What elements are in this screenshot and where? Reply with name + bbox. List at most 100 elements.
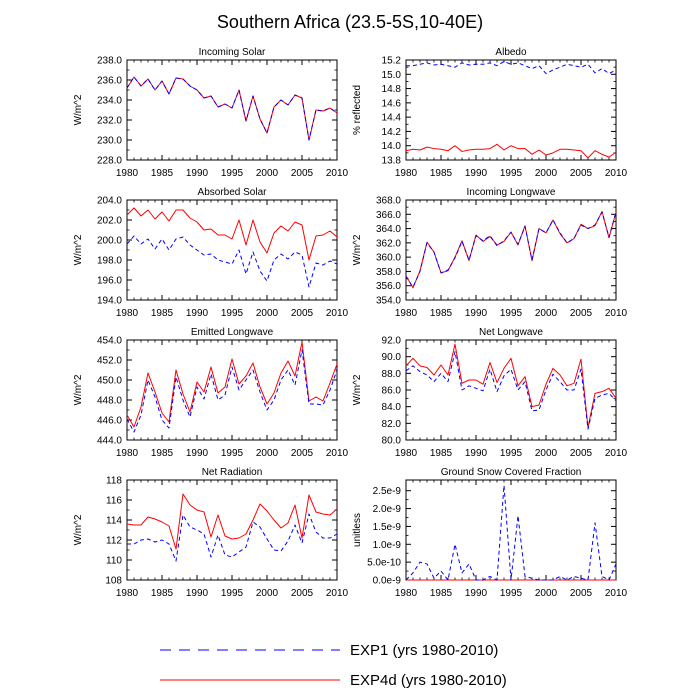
y-tick-label: 13.8	[382, 156, 402, 167]
x-tick-label: 2000	[256, 308, 279, 319]
panel-title: Net Longwave	[479, 327, 543, 338]
series-line-exp1	[405, 351, 617, 430]
y-tick-label: 86.0	[382, 386, 402, 397]
x-tick-label: 2000	[535, 308, 558, 319]
x-tick-label: 2005	[570, 308, 593, 319]
plot-frame	[405, 59, 617, 161]
x-tick-label: 1990	[465, 588, 488, 599]
panel-title: Absorbed Solar	[198, 187, 268, 198]
x-tick-label: 1995	[500, 448, 523, 459]
y-tick-label: 362.0	[376, 238, 401, 249]
x-tick-label: 2000	[535, 168, 558, 179]
y-tick-label: 236.0	[97, 76, 122, 87]
series-line-exp4d	[126, 493, 338, 550]
y-tick-label: 230.0	[97, 136, 122, 147]
series-line-exp4d	[405, 343, 617, 428]
y-tick-label: 196.0	[97, 276, 122, 287]
plot-frame	[405, 199, 617, 301]
panel-5: Net Longwave 1980 1985 1990 1995 2000 2005 2010…	[352, 327, 628, 459]
y-tick-label: 194.0	[97, 296, 122, 307]
panel-title: Incoming Longwave	[467, 187, 556, 198]
x-tick-label: 1985	[430, 168, 453, 179]
x-tick-label: 2010	[326, 308, 349, 319]
y-tick-label: 368.0	[376, 196, 401, 207]
x-tick-label: 1985	[151, 448, 174, 459]
y-tick-label: 112	[106, 536, 122, 547]
y-tick-label: 108	[105, 576, 122, 587]
series-line-exp1	[406, 60, 617, 75]
y-axis-label: W/m^2	[73, 374, 84, 405]
x-tick-label: 2005	[291, 168, 314, 179]
x-tick-label: 1980	[116, 588, 139, 599]
x-tick-label: 1980	[395, 448, 418, 459]
y-axis-label: % reflected	[352, 85, 363, 135]
y-tick-label: 88.0	[382, 369, 402, 380]
x-tick-label: 2000	[256, 448, 279, 459]
panel-7: Ground Snow Covered Fraction 1980 1985 1990…	[352, 467, 628, 599]
y-tick-label: 360.0	[376, 253, 401, 264]
y-tick-label: 82.0	[382, 419, 402, 430]
series-line-exp4d	[405, 143, 617, 159]
series-line-exp1	[126, 76, 338, 141]
x-tick-label: 1995	[221, 448, 244, 459]
y-tick-label: 446.0	[97, 416, 122, 427]
x-tick-label: 1990	[186, 308, 209, 319]
x-tick-label: 1995	[221, 168, 244, 179]
y-tick-label: 448.0	[97, 396, 122, 407]
y-tick-label: 5.0e-10	[367, 558, 401, 569]
x-tick-label: 1995	[500, 168, 523, 179]
y-tick-label: 228.0	[97, 156, 122, 167]
x-tick-label: 2005	[291, 448, 314, 459]
x-tick-label: 2000	[256, 168, 279, 179]
x-tick-label: 1980	[395, 588, 418, 599]
y-tick-label: 90.0	[382, 352, 402, 363]
y-tick-label: 234.0	[97, 96, 122, 107]
y-tick-label: 15.0	[382, 70, 402, 81]
panel-0: Incoming Solar 1980 1985 1990 1995 2000 2005 20…	[73, 47, 349, 179]
y-tick-label: 444.0	[97, 436, 122, 447]
y-tick-label: 450.0	[97, 376, 122, 387]
x-tick-label: 2010	[605, 168, 628, 179]
x-tick-label: 1990	[465, 308, 488, 319]
plot-frame	[126, 59, 338, 161]
panel-3: Incoming Longwave 1980 1985 1990 1995 2000 200…	[352, 187, 628, 319]
panel-6: Net Radiation 1980 1985 1990 1995 2000 2005 201…	[73, 467, 349, 599]
x-tick-label: 1980	[116, 308, 139, 319]
series-line-exp4d	[126, 341, 338, 428]
panel-title: Ground Snow Covered Fraction	[441, 467, 582, 478]
panel-1: Albedo 1980 1985 1990 1995 2000 2005 2010 13.8 14…	[352, 47, 628, 179]
y-tick-label: 204.0	[97, 196, 122, 207]
y-tick-label: 356.0	[376, 281, 401, 292]
x-tick-label: 1995	[221, 588, 244, 599]
y-tick-label: 14.4	[382, 113, 402, 124]
y-tick-label: 114	[106, 516, 122, 527]
x-tick-label: 2010	[605, 588, 628, 599]
y-tick-label: 14.6	[382, 98, 402, 109]
y-tick-label: 2.0e-9	[373, 504, 402, 515]
series-line-exp4d	[126, 207, 338, 261]
x-tick-label: 1980	[116, 168, 139, 179]
plot-frame	[126, 479, 338, 581]
y-tick-label: 202.0	[97, 216, 122, 227]
series-line-exp1	[126, 349, 338, 433]
series-line-exp4d	[405, 210, 617, 289]
x-tick-label: 1980	[116, 448, 139, 459]
x-tick-label: 2010	[326, 588, 349, 599]
y-axis-label: unitless	[352, 513, 363, 547]
x-tick-label: 2000	[535, 448, 558, 459]
x-tick-label: 1995	[221, 308, 244, 319]
x-tick-label: 2010	[605, 308, 628, 319]
y-tick-label: 0.0e-9	[373, 576, 402, 587]
y-axis-label: W/m^2	[73, 514, 84, 545]
y-tick-label: 452.0	[97, 356, 122, 367]
y-axis-label: W/m^2	[73, 234, 84, 265]
x-tick-label: 1980	[395, 308, 418, 319]
series-line-exp1	[405, 211, 617, 288]
panel-title: Albedo	[495, 47, 527, 58]
series-line-exp1	[127, 513, 338, 562]
series-line-exp1	[405, 484, 617, 581]
y-tick-label: 366.0	[376, 210, 401, 221]
y-tick-label: 14.0	[382, 141, 402, 152]
x-tick-label: 1990	[465, 448, 488, 459]
